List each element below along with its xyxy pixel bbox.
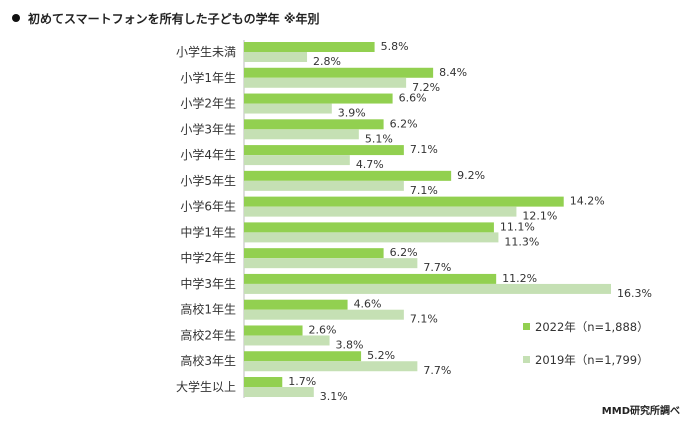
- bar-2022: [244, 119, 384, 130]
- data-label: 3.1%: [320, 390, 348, 403]
- bar-2019: [244, 361, 418, 372]
- data-label: 12.1%: [522, 210, 557, 223]
- category-label: 中学3年生: [180, 276, 236, 291]
- data-label: 4.7%: [356, 158, 384, 171]
- data-label: 6.2%: [390, 117, 418, 130]
- category-label: 小学4年生: [180, 147, 236, 162]
- bar-2019: [244, 77, 407, 88]
- source-credit: MMD研究所調べ: [601, 406, 680, 417]
- bar-2019: [244, 180, 404, 191]
- data-label: 6.2%: [390, 246, 418, 259]
- data-label: 2.8%: [313, 55, 341, 68]
- data-label: 3.8%: [336, 338, 364, 351]
- data-label: 16.3%: [617, 287, 652, 300]
- data-label: 5.1%: [365, 132, 393, 145]
- data-label: 4.6%: [354, 298, 382, 311]
- data-label: 5.2%: [367, 349, 395, 362]
- bar-2019: [244, 258, 418, 269]
- category-label: 小学生未満: [176, 44, 236, 59]
- data-label: 7.1%: [410, 143, 438, 156]
- bar-2019: [244, 309, 404, 320]
- bar-2022: [244, 248, 384, 259]
- bar-2022: [244, 299, 348, 310]
- data-label: 14.2%: [570, 195, 605, 208]
- bar-2019: [244, 283, 611, 294]
- data-label: 7.2%: [412, 81, 440, 94]
- category-label: 高校1年生: [180, 302, 236, 317]
- bar-2019: [244, 129, 359, 140]
- bar-2022: [244, 170, 452, 181]
- data-label: 7.1%: [410, 184, 438, 197]
- bar-2019: [244, 387, 314, 398]
- category-label: 中学1年生: [180, 224, 236, 239]
- chart-title: 初めてスマートフォンを所有した子どもの学年 ※年別: [12, 10, 320, 27]
- data-label: 7.1%: [410, 313, 438, 326]
- legend-swatch: [523, 323, 530, 330]
- data-label: 7.7%: [423, 364, 451, 377]
- category-label: 高校2年生: [180, 327, 236, 342]
- bar-2022: [244, 196, 564, 207]
- data-label: 9.2%: [457, 169, 485, 182]
- data-label: 8.4%: [439, 66, 467, 79]
- bar-2019: [244, 52, 308, 62]
- bar-2019: [244, 206, 517, 217]
- bar-2022: [244, 377, 283, 388]
- data-label: 2.6%: [309, 323, 337, 336]
- bar-2022: [244, 145, 404, 156]
- category-label: 小学6年生: [180, 199, 236, 214]
- bar-2022: [244, 222, 494, 233]
- data-label: 11.3%: [504, 235, 539, 248]
- bar-2022: [244, 325, 303, 336]
- data-label: 3.9%: [338, 107, 366, 120]
- chart-title-text: 初めてスマートフォンを所有した子どもの学年 ※年別: [28, 12, 320, 26]
- bar-2022: [244, 93, 393, 104]
- data-label: 6.6%: [399, 92, 427, 105]
- category-label: 中学2年生: [180, 250, 236, 265]
- bar-2022: [244, 273, 497, 284]
- bar-2019: [244, 335, 330, 346]
- legend-label: 2022年（n=1,888）: [535, 320, 649, 334]
- data-label: 11.1%: [500, 220, 535, 233]
- category-label: 小学3年生: [180, 121, 236, 136]
- legend-label: 2019年（n=1,799）: [535, 353, 649, 367]
- data-label: 5.8%: [381, 40, 409, 53]
- bar-2019: [244, 103, 332, 114]
- data-label: 11.2%: [502, 272, 537, 285]
- category-label: 小学5年生: [180, 173, 236, 188]
- category-label: 小学1年生: [180, 70, 236, 85]
- data-label: 1.7%: [288, 375, 316, 388]
- bar-2022: [244, 351, 362, 362]
- data-label: 7.7%: [423, 261, 451, 274]
- legend-swatch: [523, 356, 530, 363]
- category-label: 高校3年生: [180, 353, 236, 368]
- bar-2019: [244, 232, 499, 243]
- bar-2022: [244, 67, 434, 78]
- bar-2022: [244, 42, 375, 52]
- category-label: 小学2年生: [180, 96, 236, 111]
- category-label: 大学生以上: [176, 379, 236, 394]
- bar-2019: [244, 155, 350, 166]
- bullet-icon: [12, 14, 20, 22]
